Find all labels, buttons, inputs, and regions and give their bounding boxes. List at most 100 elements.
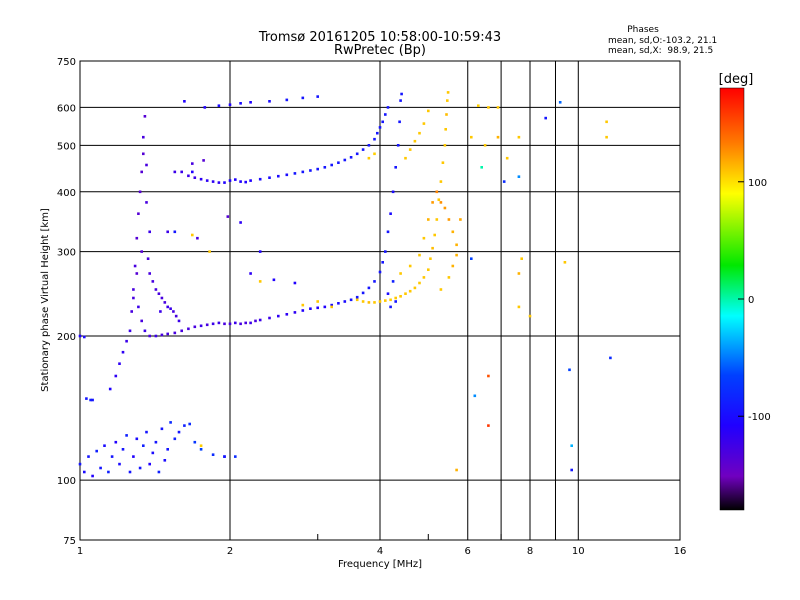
data-points [78,91,612,478]
data-point [85,397,88,400]
data-point [301,170,305,174]
y-tick-label: 400 [57,188,76,199]
data-point [135,272,139,275]
data-point [443,144,447,147]
data-point [180,170,183,174]
data-point [558,101,562,104]
data-point [258,177,262,181]
data-point [528,314,532,318]
data-point [89,398,92,402]
data-point [205,323,209,327]
data-point [160,333,164,337]
data-point [145,430,148,434]
data-point [381,261,384,264]
data-point [355,298,359,302]
data-point [211,180,215,183]
data-point [330,163,333,167]
x-tick-label: 10 [572,546,585,557]
data-point [173,230,177,234]
data-point [316,95,319,98]
data-point [408,289,412,293]
data-point [285,313,289,316]
data-point [517,175,521,178]
data-point [277,174,280,178]
data-point [91,474,94,478]
data-point [398,120,401,124]
data-point [361,148,365,151]
data-point [293,311,297,314]
data-point [394,300,397,303]
data-point [199,444,203,447]
data-point [118,362,121,365]
data-point [193,176,197,179]
chart-title: Tromsø 20161205 10:58:00-10:59:43 [258,30,501,45]
data-point [343,300,347,303]
data-point [384,299,387,302]
data-point [323,305,327,309]
data-point [234,178,237,181]
data-point [378,270,382,274]
data-point [446,99,449,102]
data-point [422,122,426,125]
data-point [151,280,155,283]
data-point [399,295,402,298]
data-point [376,131,379,135]
data-point [483,144,487,147]
data-point [418,281,421,285]
data-point [391,190,395,194]
data-point [107,470,110,474]
data-point [418,131,421,135]
data-point [399,272,402,275]
data-point [199,448,203,451]
data-point [316,306,319,310]
data-point [361,300,365,303]
data-point [108,387,112,391]
data-point [249,272,252,275]
data-point [455,253,458,257]
data-point [205,179,209,182]
data-point [609,356,612,360]
data-point [444,128,447,131]
data-point [125,339,128,343]
data-point [157,292,161,295]
data-point [114,374,118,378]
data-point [121,448,125,451]
data-point [445,113,448,116]
data-point [361,291,365,295]
x-tick-label: 16 [674,546,687,557]
data-point [473,394,477,398]
data-point [191,233,194,237]
data-point [330,305,333,309]
data-point [451,230,455,234]
data-point [95,449,98,453]
data-point [367,156,371,160]
data-point [140,250,143,253]
data-point [570,444,573,447]
data-point [91,398,94,402]
data-point [446,91,450,94]
data-point [285,173,289,177]
x-tick-label: 4 [377,546,383,557]
data-point [188,422,191,426]
data-point [309,307,312,310]
data-point [386,292,390,295]
y-tick-label: 300 [57,248,76,259]
data-point [138,190,142,194]
data-point [355,295,359,299]
data-point [487,106,490,109]
data-point [394,166,397,169]
data-point [268,100,271,103]
data-point [570,468,573,472]
data-point [187,174,190,178]
y-tick-label: 500 [57,141,76,152]
data-point [228,322,232,326]
data-point [316,300,319,303]
data-point [148,230,151,234]
data-point [386,230,390,234]
data-point [439,288,443,291]
y-tick-label: 75 [63,536,76,547]
y-axis-label: Stationary phase Virtual Height [km] [40,208,51,392]
data-point [137,212,140,215]
data-point [496,135,500,139]
data-point [396,144,400,147]
